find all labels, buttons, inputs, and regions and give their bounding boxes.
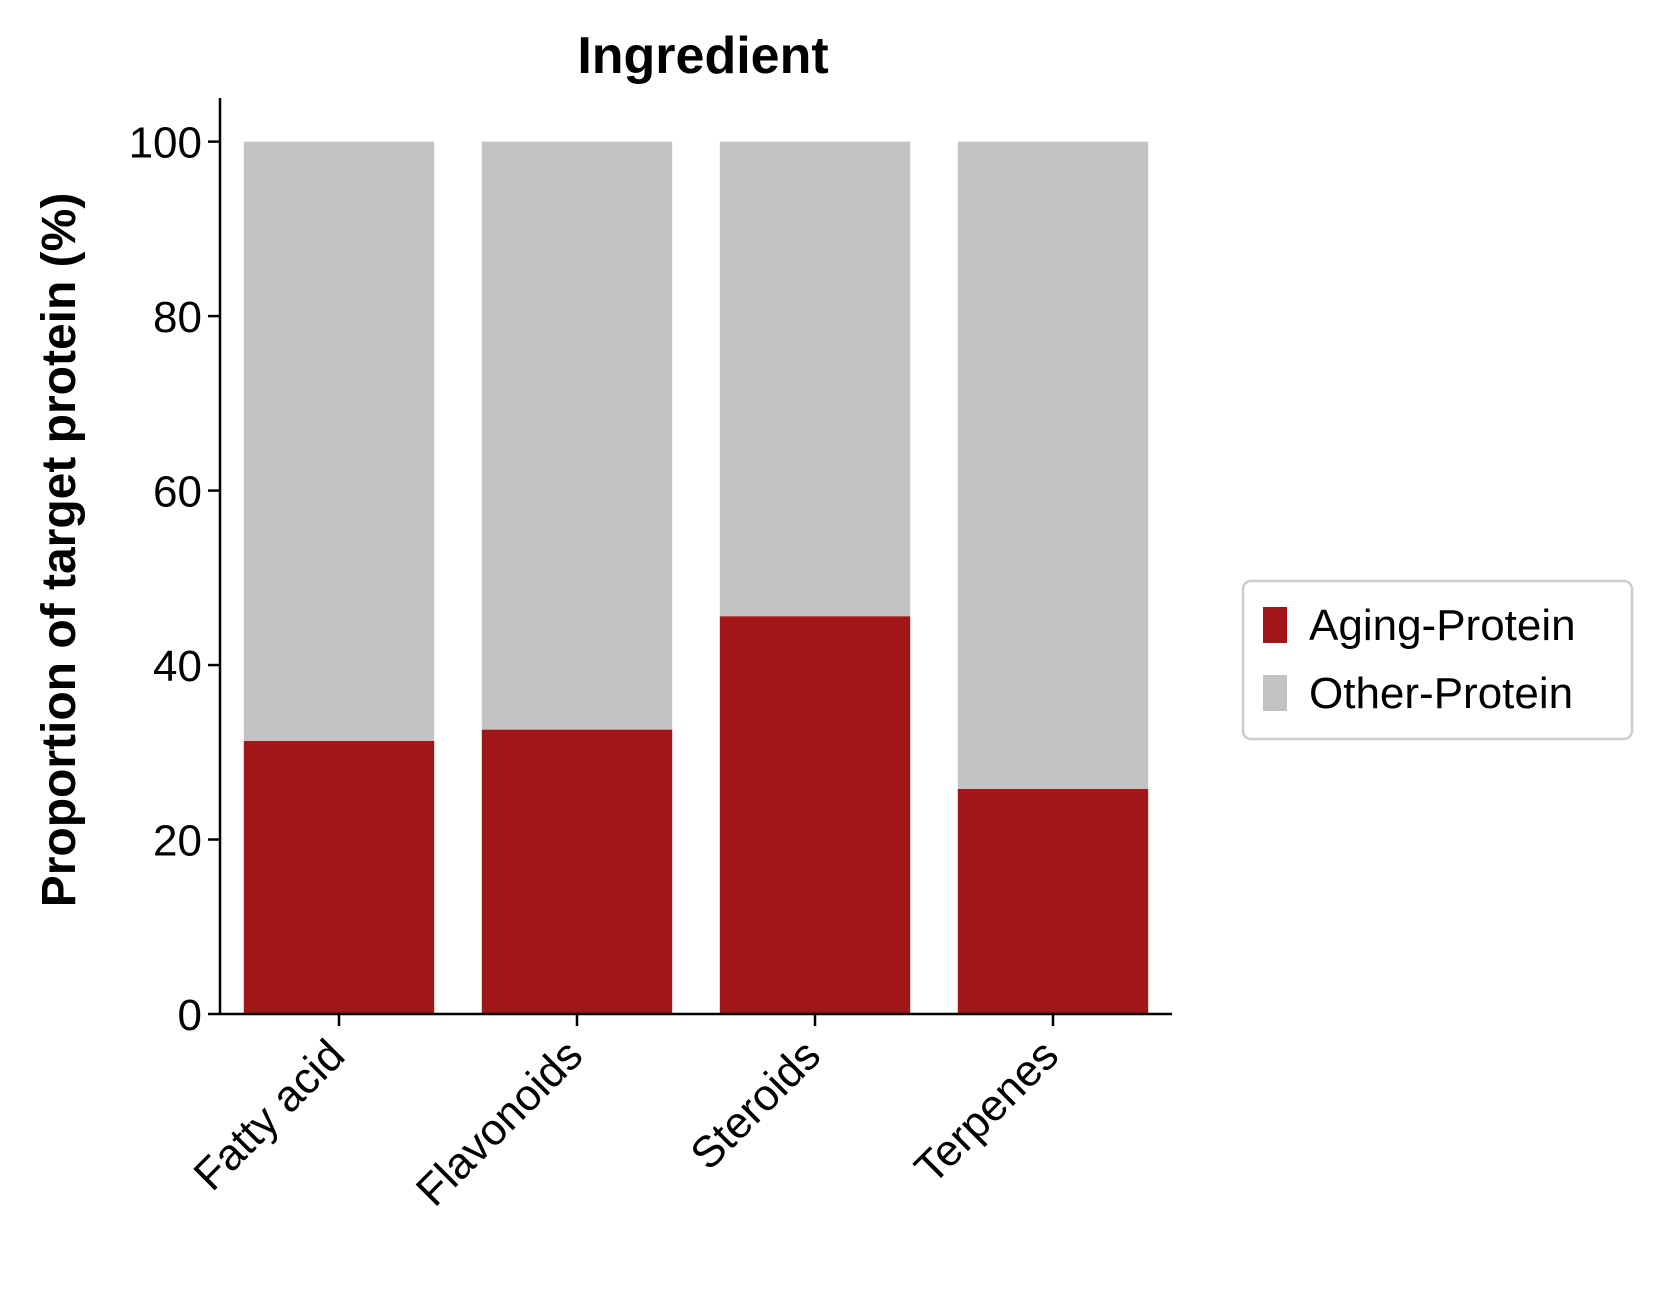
legend-label-aging-protein: Aging-Protein (1309, 601, 1576, 650)
legend-label-other-protein: Other-Protein (1309, 669, 1573, 718)
legend: Aging-Protein Other-Protein (1241, 579, 1634, 741)
legend-box (1241, 579, 1634, 741)
x-tick-label-steroids: Steroids (681, 1030, 830, 1179)
y-tick-label-20: 20 (153, 817, 202, 866)
bar-aging-protein-fatty-acid (243, 740, 435, 1014)
y-tick-label-0: 0 (178, 991, 202, 1040)
y-tick-label-40: 40 (153, 642, 202, 691)
x-tick-label-fatty-acid: Fatty acid (185, 1030, 355, 1200)
bar-aging-protein-steroids (719, 616, 911, 1014)
legend-swatch-other-protein (1263, 675, 1287, 711)
bar-other-protein-steroids (719, 141, 911, 617)
bar-aging-protein-terpenes (957, 788, 1149, 1014)
y-axis-label: Proportion of target protein (%) (33, 193, 86, 908)
y-tick-label-60: 60 (153, 468, 202, 517)
bar-aging-protein-flavonoids (481, 729, 673, 1014)
x-tick-label-flavonoids: Flavonoids (407, 1030, 592, 1215)
bar-other-protein-fatty-acid (243, 141, 435, 741)
y-tick-label-80: 80 (153, 293, 202, 342)
bars-layer (243, 141, 1149, 1014)
legend-swatch-aging-protein (1263, 607, 1287, 643)
bar-other-protein-terpenes (957, 141, 1149, 789)
chart-title: Ingredient (577, 27, 828, 85)
x-tick-label-terpenes: Terpenes (905, 1030, 1068, 1193)
bar-other-protein-flavonoids (481, 141, 673, 730)
y-tick-label-100: 100 (129, 119, 202, 168)
